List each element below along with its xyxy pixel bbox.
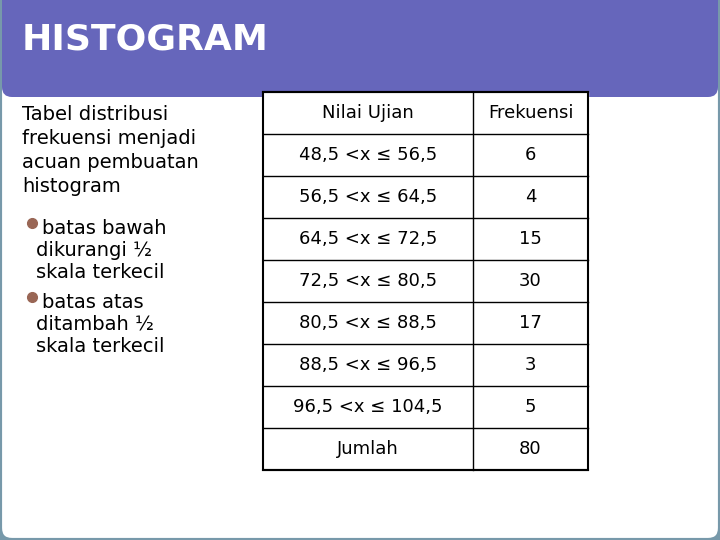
Text: histogram: histogram — [22, 177, 121, 196]
Bar — [263, 92, 588, 470]
Text: skala terkecil: skala terkecil — [36, 263, 164, 282]
Text: 88,5 <x ≤ 96,5: 88,5 <x ≤ 96,5 — [299, 356, 437, 374]
Bar — [263, 92, 588, 470]
Text: 56,5 <x ≤ 64,5: 56,5 <x ≤ 64,5 — [299, 188, 437, 206]
Text: 4: 4 — [525, 188, 536, 206]
Text: 80,5 <x ≤ 88,5: 80,5 <x ≤ 88,5 — [299, 314, 437, 332]
Text: Jumlah: Jumlah — [337, 440, 399, 458]
Text: 48,5 <x ≤ 56,5: 48,5 <x ≤ 56,5 — [299, 146, 437, 164]
Text: frekuensi menjadi: frekuensi menjadi — [22, 129, 196, 148]
Text: 5: 5 — [525, 398, 536, 416]
Text: 6: 6 — [525, 146, 536, 164]
Text: Tabel distribusi: Tabel distribusi — [22, 105, 168, 124]
Text: acuan pembuatan: acuan pembuatan — [22, 153, 199, 172]
Text: 15: 15 — [519, 230, 542, 248]
Text: skala terkecil: skala terkecil — [36, 337, 164, 356]
Bar — [12, 67, 708, 87]
Text: Frekuensi: Frekuensi — [487, 104, 573, 122]
Text: HISTOGRAM: HISTOGRAM — [22, 23, 269, 57]
Text: 96,5 <x ≤ 104,5: 96,5 <x ≤ 104,5 — [293, 398, 443, 416]
Text: 64,5 <x ≤ 72,5: 64,5 <x ≤ 72,5 — [299, 230, 437, 248]
Text: 80: 80 — [519, 440, 542, 458]
Text: batas bawah: batas bawah — [42, 219, 166, 238]
Text: 72,5 <x ≤ 80,5: 72,5 <x ≤ 80,5 — [299, 272, 437, 290]
Text: 3: 3 — [525, 356, 536, 374]
Text: dikurangi ½: dikurangi ½ — [36, 241, 152, 260]
Text: 30: 30 — [519, 272, 542, 290]
Text: ditambah ½: ditambah ½ — [36, 315, 154, 334]
Text: 17: 17 — [519, 314, 542, 332]
Text: batas atas: batas atas — [42, 293, 143, 312]
FancyBboxPatch shape — [2, 0, 718, 97]
Text: Nilai Ujian: Nilai Ujian — [322, 104, 414, 122]
